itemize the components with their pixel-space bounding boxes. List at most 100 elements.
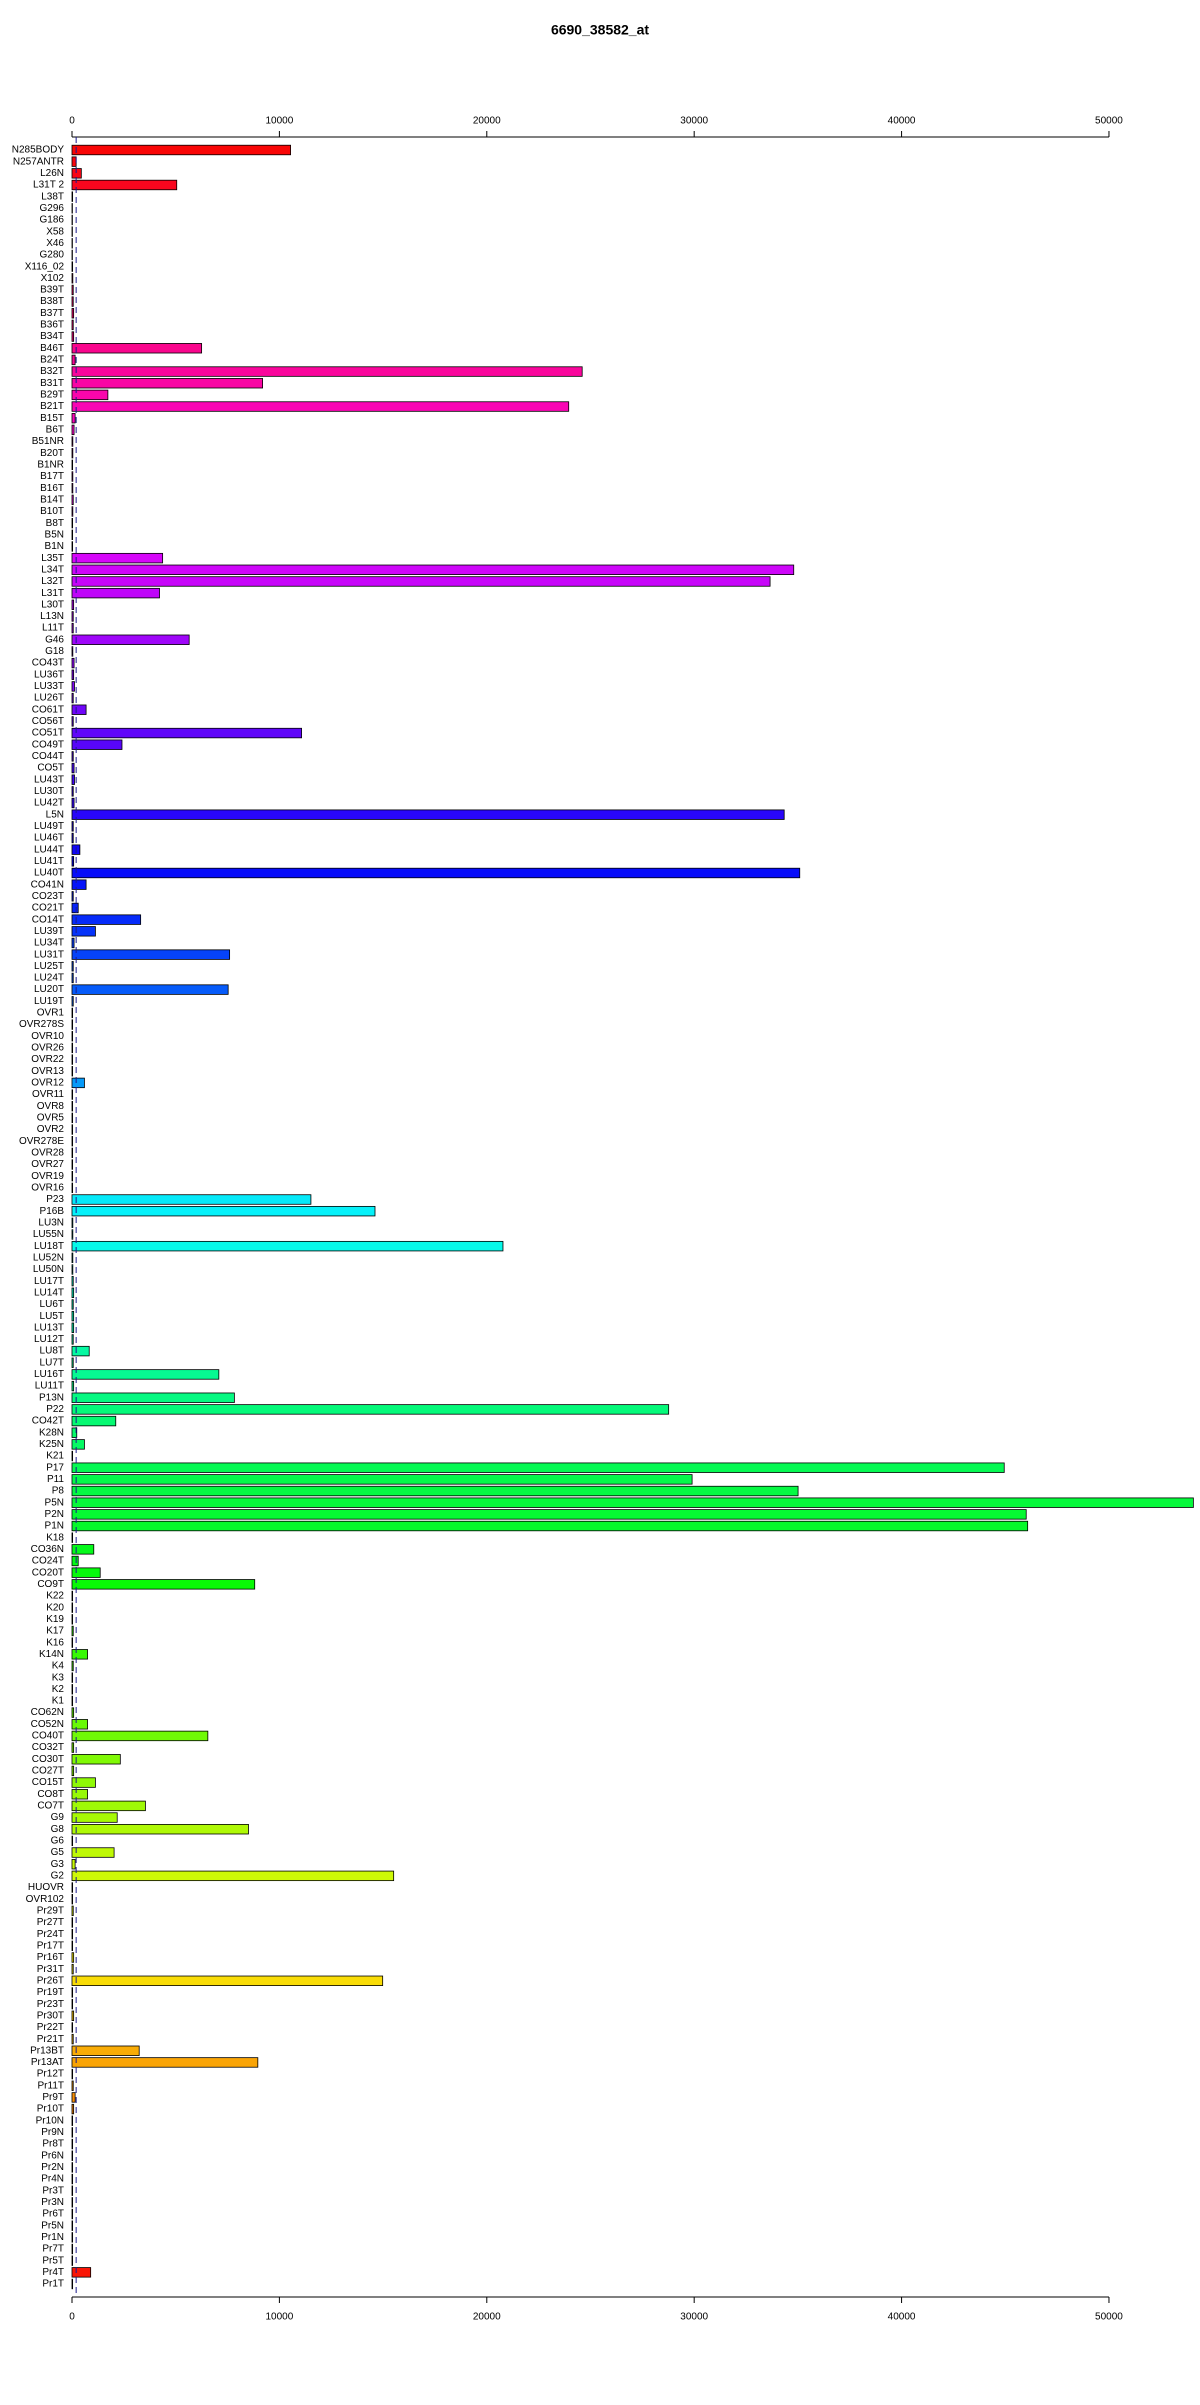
category-label: LU16T: [34, 1369, 64, 1380]
category-label: X116_02: [25, 261, 65, 272]
x-tick-label: 50000: [1095, 2312, 1123, 2323]
bar: [72, 2221, 73, 2231]
bar: [72, 1708, 74, 1718]
category-label: OVR12: [31, 1078, 64, 1089]
bar: [72, 2069, 73, 2079]
category-label: CO52N: [31, 1719, 64, 1730]
category-label: G186: [40, 215, 65, 226]
bar: [72, 1043, 73, 1053]
bar: [72, 332, 74, 342]
bar: [72, 1066, 73, 1076]
bar: [72, 717, 73, 727]
category-label: P2N: [45, 1509, 64, 1520]
bar: [72, 670, 74, 680]
bar: [72, 1521, 1028, 1531]
category-label: K22: [46, 1591, 64, 1602]
category-label: OVR26: [31, 1043, 64, 1054]
category-label: CO56T: [32, 716, 64, 727]
category-label: LU49T: [34, 821, 64, 832]
category-label: LU33T: [34, 681, 64, 692]
bar: [72, 1323, 74, 1333]
bar: [72, 297, 73, 307]
category-label: Pr6N: [41, 2150, 64, 2161]
x-tick-label: 40000: [888, 2312, 916, 2323]
category-label: B38T: [40, 296, 64, 307]
bar: [72, 2093, 75, 2103]
bar: [72, 1171, 73, 1181]
category-label: Pr13BT: [30, 2045, 64, 2056]
bar: [72, 1393, 234, 1403]
bar: [72, 413, 75, 423]
bar: [72, 1545, 94, 1555]
bar: [72, 157, 76, 167]
x-tick-label: 30000: [680, 2312, 708, 2323]
category-label: OVR5: [37, 1113, 65, 1124]
category-label: L11T: [42, 623, 64, 634]
bar: [72, 868, 800, 878]
bar: [72, 1533, 73, 1543]
category-label: OVR16: [31, 1182, 64, 1193]
category-label: B15T: [40, 413, 64, 424]
bar: [72, 192, 73, 202]
bar: [72, 1381, 74, 1391]
category-label: B1N: [45, 541, 64, 552]
bar: [72, 1183, 73, 1193]
bar: [72, 1020, 73, 1030]
bar: [72, 1276, 73, 1286]
bar: [72, 775, 74, 785]
category-label: LU46T: [34, 833, 64, 844]
category-label: Pr9N: [41, 2127, 64, 2138]
bar: [72, 437, 73, 447]
x-tick-label: 0: [69, 2312, 75, 2323]
bar: [72, 1778, 95, 1788]
bar: [72, 1206, 375, 1216]
bar: [72, 1719, 88, 1729]
category-label: B32T: [40, 366, 64, 377]
category-label: LU6T: [40, 1299, 64, 1310]
bar: [72, 1055, 73, 1065]
bar: [72, 927, 95, 937]
category-label: OVR11: [32, 1089, 64, 1100]
bar: [72, 892, 73, 902]
bar: [72, 1463, 1004, 1473]
bar: [72, 2233, 73, 2243]
category-label: B21T: [40, 401, 64, 412]
category-label: B14T: [40, 494, 64, 505]
bar: [72, 1638, 73, 1648]
category-label: Pr17T: [37, 1940, 64, 1951]
category-label: B17T: [40, 471, 64, 482]
bar: [72, 1953, 74, 1963]
bar: [72, 950, 230, 960]
category-label: Pr16T: [37, 1952, 64, 1963]
category-label: OVR1: [37, 1008, 65, 1019]
bar: [72, 402, 569, 412]
bar: [72, 1684, 73, 1694]
bar: [72, 996, 73, 1006]
category-label: LU7T: [40, 1357, 64, 1368]
bar: [72, 1626, 73, 1636]
bar: [72, 1906, 73, 1916]
bar: [72, 553, 163, 563]
category-label: K18: [46, 1532, 64, 1543]
category-label: B10T: [40, 506, 64, 517]
category-label: LU5T: [40, 1311, 64, 1322]
bar: [72, 1603, 73, 1613]
category-label: G9: [51, 1812, 65, 1823]
x-tick-label: 20000: [473, 2312, 501, 2323]
category-label: CO51T: [32, 728, 64, 739]
bar: [72, 495, 73, 505]
bar: [72, 833, 73, 843]
x-tick-label: 50000: [1095, 116, 1123, 127]
category-label: B34T: [40, 331, 64, 342]
bar: [72, 2116, 73, 2126]
category-label: G280: [40, 250, 65, 261]
x-tick-label: 0: [69, 116, 75, 127]
category-label: Pr5N: [41, 2220, 64, 2231]
category-label: X46: [46, 238, 64, 249]
bar: [72, 1580, 255, 1590]
bar: [72, 2151, 73, 2161]
category-label: LU52N: [33, 1252, 64, 1263]
category-label: LU43T: [34, 774, 64, 785]
bar: [72, 1964, 73, 1974]
bar: [72, 1929, 73, 1939]
